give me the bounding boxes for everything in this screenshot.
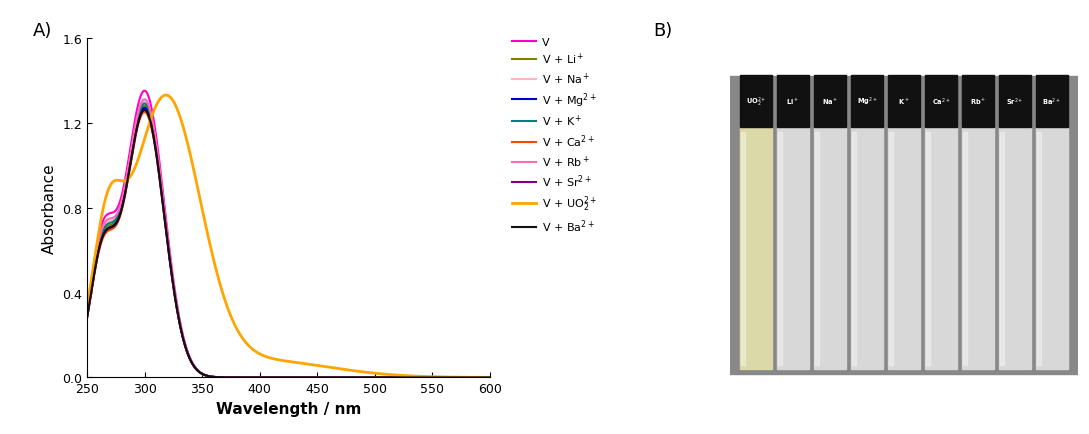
Bar: [889, 132, 893, 365]
Bar: [739, 76, 772, 128]
Bar: [925, 76, 957, 128]
Bar: [1037, 132, 1041, 365]
Bar: [739, 128, 772, 370]
Text: B): B): [653, 22, 673, 39]
Bar: [778, 132, 782, 365]
Bar: [815, 132, 819, 365]
Bar: [851, 76, 883, 128]
Bar: [852, 132, 856, 365]
Text: Rb$^+$: Rb$^+$: [969, 97, 986, 107]
Bar: [776, 128, 809, 370]
Text: Ca$^{2+}$: Ca$^{2+}$: [931, 96, 951, 108]
Bar: [851, 128, 883, 370]
Bar: [741, 132, 745, 365]
Bar: [925, 128, 957, 370]
Bar: [888, 128, 920, 370]
Bar: [888, 76, 920, 128]
Bar: [962, 128, 994, 370]
Text: Na$^+$: Na$^+$: [822, 97, 839, 107]
Bar: [813, 128, 846, 370]
Text: K$^+$: K$^+$: [898, 97, 909, 107]
Text: A): A): [33, 22, 52, 39]
X-axis label: Wavelength / nm: Wavelength / nm: [216, 401, 362, 416]
Text: Li$^+$: Li$^+$: [786, 97, 799, 107]
Text: UO$_2^{2+}$: UO$_2^{2+}$: [746, 95, 766, 108]
Bar: [1036, 128, 1068, 370]
Bar: [999, 76, 1031, 128]
Bar: [1000, 132, 1004, 365]
Legend: V, V + Li$^+$, V + Na$^+$, V + Mg$^{2+}$, V + K$^+$, V + Ca$^{2+}$, V + Rb$^+$, : V, V + Li$^+$, V + Na$^+$, V + Mg$^{2+}$…: [512, 38, 597, 235]
Bar: [926, 132, 930, 365]
Y-axis label: Absorbance: Absorbance: [41, 163, 57, 253]
Text: Mg$^{2+}$: Mg$^{2+}$: [857, 96, 878, 108]
Bar: [776, 76, 809, 128]
Bar: [813, 76, 846, 128]
Bar: [730, 77, 1078, 374]
Bar: [962, 76, 994, 128]
Bar: [999, 128, 1031, 370]
Text: Sr$^{2+}$: Sr$^{2+}$: [1006, 96, 1024, 108]
Bar: [963, 132, 967, 365]
Text: Ba$^{2+}$: Ba$^{2+}$: [1042, 96, 1062, 108]
Bar: [1036, 76, 1068, 128]
